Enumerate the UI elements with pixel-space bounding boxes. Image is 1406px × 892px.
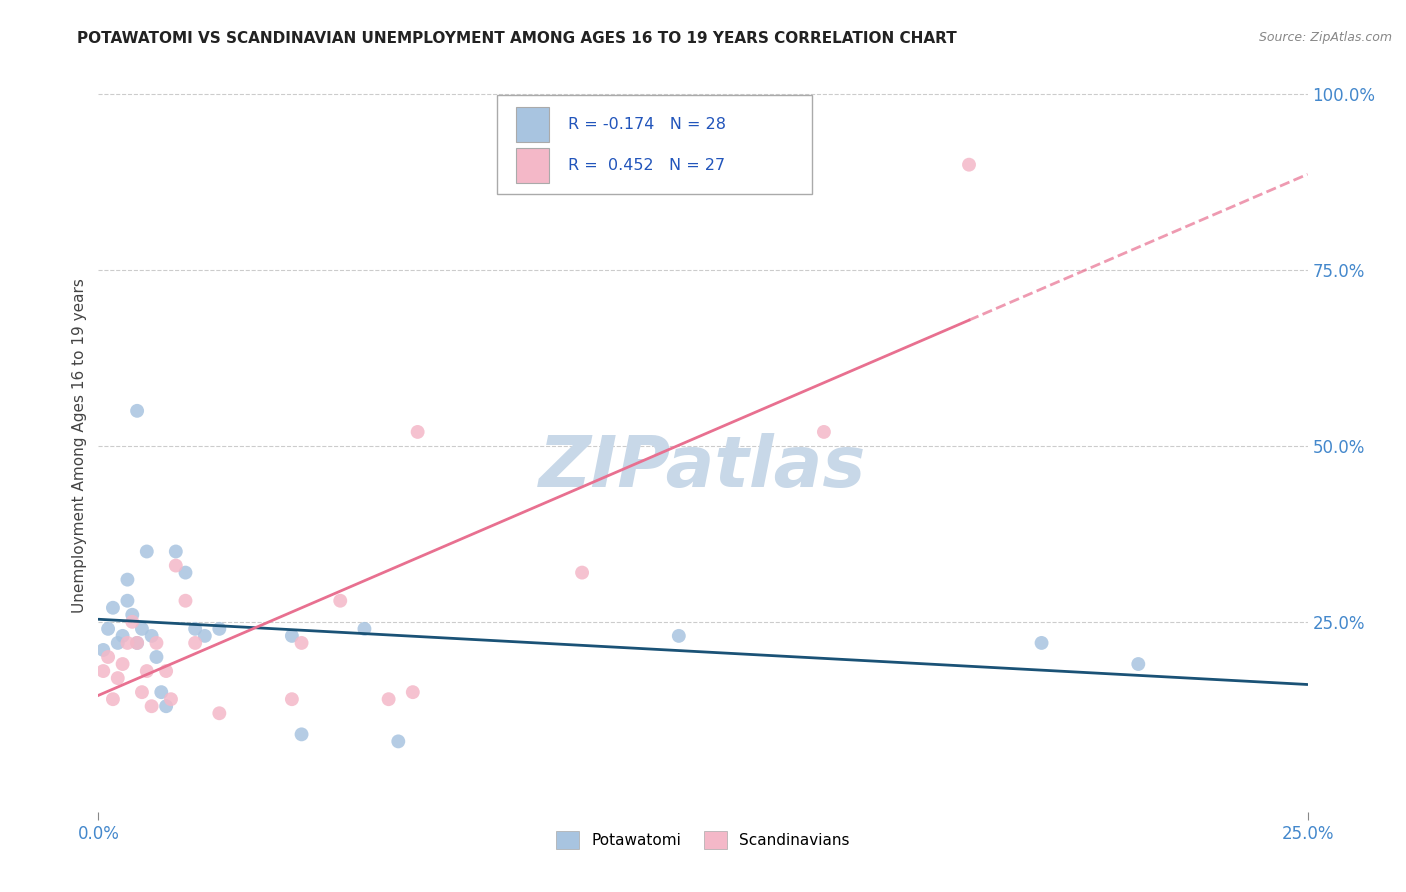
Point — [1031, 636, 1053, 650]
Point — [127, 636, 149, 650]
Point — [668, 629, 690, 643]
Bar — [516, 107, 550, 143]
Text: Source: ZipAtlas.com: Source: ZipAtlas.com — [1258, 31, 1392, 45]
Point — [101, 692, 124, 706]
Point — [290, 727, 312, 741]
Point — [353, 622, 375, 636]
Point — [131, 685, 153, 699]
Point — [135, 544, 157, 558]
Point — [184, 636, 207, 650]
Point — [1128, 657, 1150, 671]
Point — [208, 622, 231, 636]
Point — [111, 657, 134, 671]
Point — [101, 600, 124, 615]
Point — [406, 425, 429, 439]
Point — [141, 699, 163, 714]
Point — [131, 622, 153, 636]
Y-axis label: Unemployment Among Ages 16 to 19 years: Unemployment Among Ages 16 to 19 years — [72, 278, 87, 614]
Point — [91, 643, 114, 657]
Text: R =  0.452   N = 27: R = 0.452 N = 27 — [568, 158, 724, 173]
Point — [97, 650, 120, 665]
Point — [91, 664, 114, 678]
Point — [97, 622, 120, 636]
Point — [387, 734, 409, 748]
Point — [127, 636, 149, 650]
Legend: Potawatomi, Scandinavians: Potawatomi, Scandinavians — [550, 824, 856, 855]
Point — [194, 629, 217, 643]
Point — [150, 685, 173, 699]
Point — [107, 671, 129, 685]
Point — [145, 636, 167, 650]
Point — [117, 593, 139, 607]
Point — [127, 404, 149, 418]
Point — [121, 615, 143, 629]
Point — [281, 629, 304, 643]
Point — [117, 636, 139, 650]
Point — [145, 650, 167, 665]
Text: R = -0.174   N = 28: R = -0.174 N = 28 — [568, 118, 725, 132]
Point — [329, 593, 352, 607]
Point — [165, 558, 187, 573]
Point — [174, 593, 197, 607]
Point — [135, 664, 157, 678]
FancyBboxPatch shape — [498, 95, 811, 194]
Point — [155, 664, 177, 678]
Point — [155, 699, 177, 714]
Point — [402, 685, 425, 699]
Text: ZIPatlas: ZIPatlas — [540, 434, 866, 502]
Point — [184, 622, 207, 636]
Point — [117, 573, 139, 587]
Bar — [516, 147, 550, 183]
Point — [813, 425, 835, 439]
Point — [121, 607, 143, 622]
Point — [290, 636, 312, 650]
Point — [165, 544, 187, 558]
Point — [957, 158, 980, 172]
Point — [377, 692, 399, 706]
Point — [571, 566, 593, 580]
Point — [281, 692, 304, 706]
Point — [107, 636, 129, 650]
Point — [141, 629, 163, 643]
Point — [208, 706, 231, 721]
Text: POTAWATOMI VS SCANDINAVIAN UNEMPLOYMENT AMONG AGES 16 TO 19 YEARS CORRELATION CH: POTAWATOMI VS SCANDINAVIAN UNEMPLOYMENT … — [77, 31, 957, 46]
Point — [160, 692, 183, 706]
Point — [111, 629, 134, 643]
Point — [174, 566, 197, 580]
